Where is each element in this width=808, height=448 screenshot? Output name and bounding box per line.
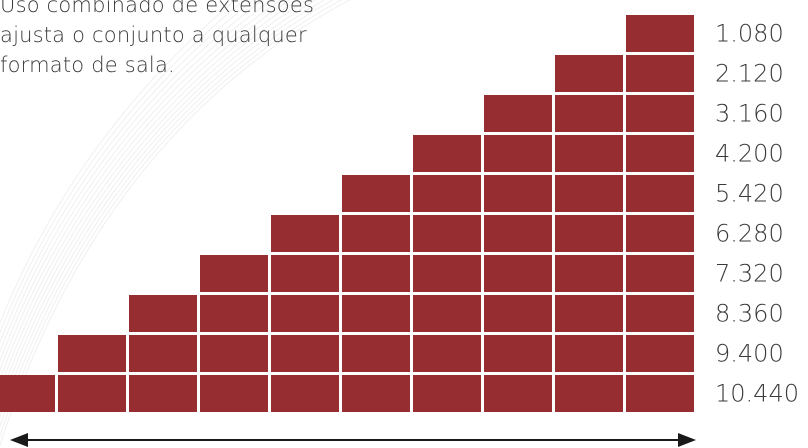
value-label: 9.400 [715, 340, 784, 368]
table-block [626, 215, 694, 252]
table-block [200, 255, 268, 292]
table-block [484, 255, 552, 292]
caption-line-2: ajusta o conjunto a qualquer [0, 23, 307, 47]
table-block [0, 375, 55, 412]
value-label: 6.280 [715, 220, 784, 248]
background-arc [0, 0, 334, 429]
table-block [58, 335, 126, 372]
table-block [271, 295, 339, 332]
table-block [200, 335, 268, 372]
table-block [484, 135, 552, 172]
table-block [271, 375, 339, 412]
background-arc [0, 0, 264, 353]
table-block [484, 175, 552, 212]
table-block [626, 95, 694, 132]
table-block [129, 295, 197, 332]
background-arc [0, 0, 246, 334]
table-block [555, 255, 623, 292]
table-block [626, 135, 694, 172]
table-block [484, 375, 552, 412]
value-label: 4.200 [715, 140, 784, 168]
table-block [484, 215, 552, 252]
table-block [555, 95, 623, 132]
table-block [342, 335, 410, 372]
table-block [129, 375, 197, 412]
value-label: 10.440 [715, 380, 799, 408]
background-arc [0, 0, 255, 344]
table-block [271, 215, 339, 252]
table-block [413, 375, 481, 412]
table-block [484, 335, 552, 372]
table-block [342, 295, 410, 332]
arrow-left-head [10, 433, 28, 447]
table-block [271, 335, 339, 372]
table-block [413, 175, 481, 212]
table-block [342, 255, 410, 292]
caption-line-1: Uso combinado de extensões [0, 0, 315, 17]
table-block [342, 175, 410, 212]
table-block [413, 255, 481, 292]
background-arc [0, 0, 282, 372]
table-block [413, 215, 481, 252]
background-arc [0, 0, 308, 400]
value-label: 1.080 [715, 20, 784, 48]
table-block [626, 335, 694, 372]
table-block [200, 295, 268, 332]
caption: Uso combinado de extensões ajusta o conj… [0, 0, 380, 80]
background-arc [0, 0, 291, 382]
background-arc [0, 0, 326, 419]
table-block [58, 375, 126, 412]
value-label: 3.160 [715, 100, 784, 128]
background-arc [0, 0, 299, 391]
table-block [129, 335, 197, 372]
table-block [626, 375, 694, 412]
background-arc [0, 0, 317, 410]
table-block [555, 375, 623, 412]
table-block [555, 55, 623, 92]
table-block [555, 335, 623, 372]
table-block [555, 175, 623, 212]
table-block [626, 15, 694, 52]
background-arc [0, 0, 343, 438]
background-arc [0, 0, 273, 363]
table-block [200, 375, 268, 412]
table-block [413, 335, 481, 372]
table-block [555, 295, 623, 332]
table-block [626, 175, 694, 212]
value-label: 8.360 [715, 300, 784, 328]
table-block [342, 215, 410, 252]
table-block [555, 215, 623, 252]
table-block [484, 295, 552, 332]
background-arc [0, 0, 351, 447]
table-block [626, 55, 694, 92]
table-block [271, 255, 339, 292]
table-block [342, 375, 410, 412]
value-label: 5.420 [715, 180, 784, 208]
table-block [626, 255, 694, 292]
table-block [484, 95, 552, 132]
value-label: 7.320 [715, 260, 784, 288]
table-block [413, 295, 481, 332]
table-block [626, 295, 694, 332]
caption-line-3: formato de sala. [0, 53, 175, 77]
background-arc [0, 0, 237, 325]
value-label: 2.120 [715, 60, 784, 88]
table-block [555, 135, 623, 172]
arrow-right-head [678, 433, 696, 447]
table-block [413, 135, 481, 172]
